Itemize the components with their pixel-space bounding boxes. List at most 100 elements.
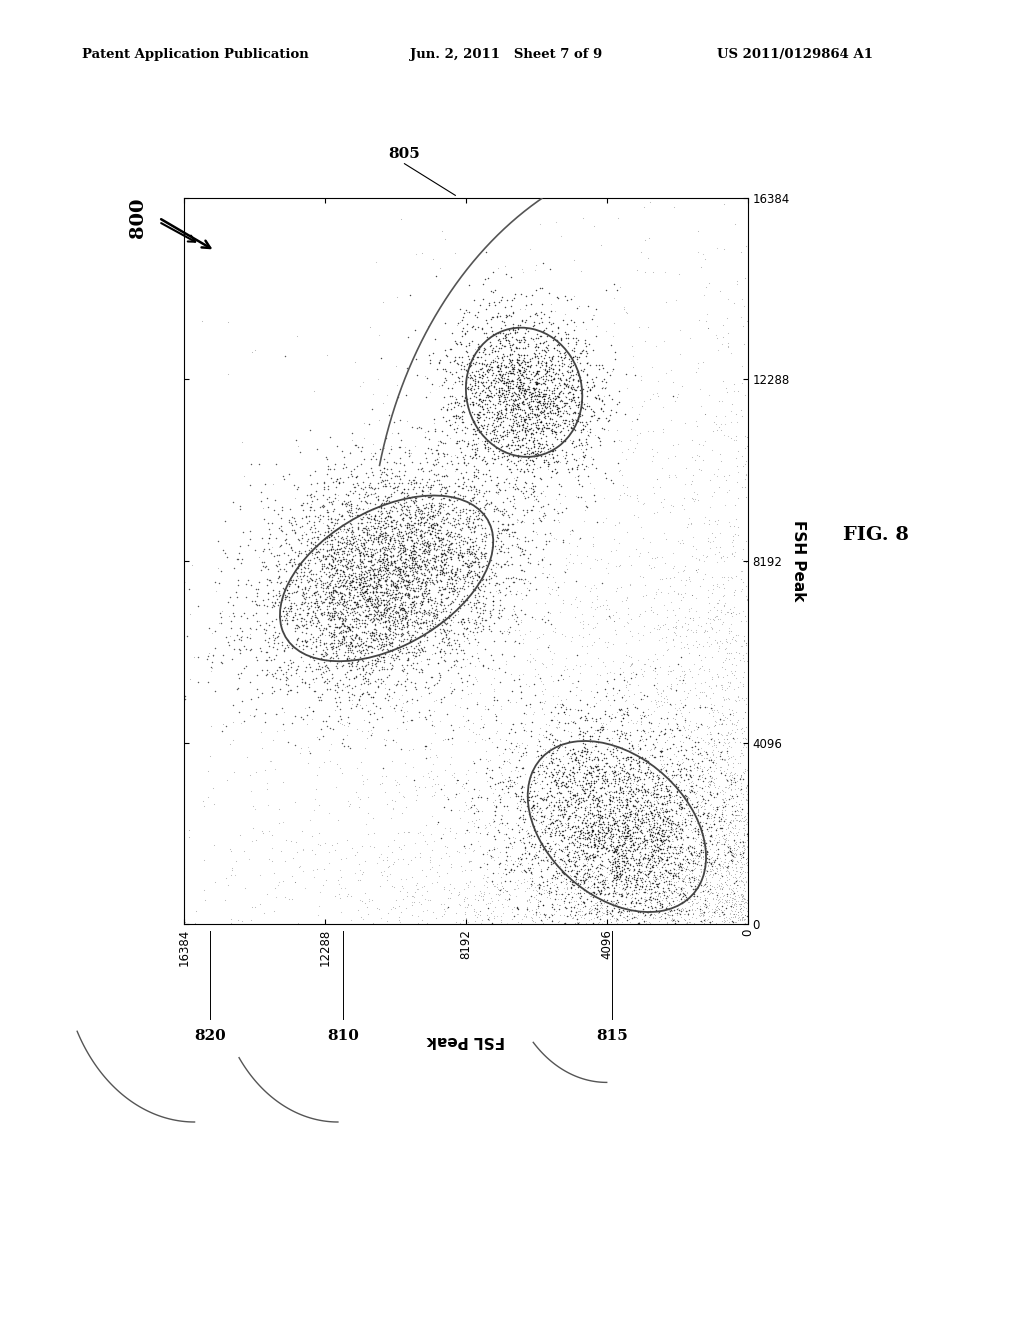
Point xyxy=(586,484,602,506)
Point xyxy=(402,558,419,579)
Point xyxy=(532,756,549,777)
Point xyxy=(655,709,672,730)
Point xyxy=(510,397,526,418)
Point xyxy=(316,528,333,549)
Point xyxy=(728,834,744,855)
Point xyxy=(545,403,561,424)
Point xyxy=(291,543,307,564)
Point xyxy=(373,500,389,521)
Point xyxy=(720,672,736,693)
Point xyxy=(485,810,502,832)
Point xyxy=(563,832,580,853)
Point xyxy=(513,392,529,413)
Point xyxy=(588,756,604,777)
Point xyxy=(550,825,566,846)
Point xyxy=(672,843,688,865)
Point xyxy=(622,801,638,822)
Point xyxy=(336,644,352,665)
Point xyxy=(718,892,734,913)
Point xyxy=(548,461,564,482)
Point xyxy=(242,618,258,639)
Point xyxy=(705,887,721,908)
Point xyxy=(401,445,418,466)
Point xyxy=(469,589,485,610)
Point xyxy=(475,434,492,455)
Point xyxy=(504,429,520,450)
Point xyxy=(564,874,581,895)
Point xyxy=(422,539,438,560)
Point xyxy=(493,378,509,399)
Point xyxy=(379,548,395,569)
Point xyxy=(264,677,281,698)
Point xyxy=(562,899,579,920)
Point xyxy=(694,820,711,841)
Point xyxy=(307,569,324,590)
Point xyxy=(546,752,562,774)
Point xyxy=(338,483,354,504)
Point xyxy=(636,705,652,726)
Point xyxy=(480,327,497,348)
Point xyxy=(327,700,343,721)
Point xyxy=(278,553,294,574)
Point xyxy=(333,709,349,730)
Point xyxy=(478,568,495,589)
Point xyxy=(498,404,514,425)
Point xyxy=(696,879,713,900)
Point xyxy=(515,791,531,812)
Point xyxy=(425,605,441,626)
Point xyxy=(536,879,552,900)
Point xyxy=(353,764,370,785)
Point xyxy=(341,550,357,572)
Point xyxy=(378,626,394,647)
Point xyxy=(306,527,323,548)
Point xyxy=(247,590,263,611)
Point xyxy=(396,628,413,649)
Point xyxy=(698,760,715,781)
Point xyxy=(307,615,324,636)
Point xyxy=(308,589,325,610)
Point xyxy=(735,737,752,758)
Point xyxy=(614,804,631,825)
Point xyxy=(693,847,710,869)
Point xyxy=(176,705,193,726)
Point xyxy=(571,821,588,842)
Point xyxy=(400,442,417,463)
Point xyxy=(729,850,745,871)
Point xyxy=(502,401,518,422)
Point xyxy=(637,747,653,768)
Point xyxy=(414,639,430,660)
Point xyxy=(329,681,345,702)
Point xyxy=(426,626,442,647)
Point xyxy=(713,602,729,623)
Point xyxy=(635,719,651,741)
Point xyxy=(573,812,590,833)
Point xyxy=(614,760,631,781)
Point xyxy=(671,797,687,818)
Point xyxy=(519,785,536,807)
Point xyxy=(600,817,616,838)
Point xyxy=(684,894,700,915)
Point xyxy=(507,498,523,519)
Point xyxy=(740,792,757,813)
Point xyxy=(350,689,367,710)
Point xyxy=(618,906,635,927)
Point xyxy=(535,756,551,777)
Point xyxy=(462,620,478,642)
Point xyxy=(352,573,369,594)
Point xyxy=(627,667,643,688)
Point xyxy=(569,371,586,392)
Point xyxy=(458,372,474,393)
Point xyxy=(501,381,517,403)
Point xyxy=(346,601,362,622)
Point xyxy=(672,785,688,807)
Point xyxy=(561,461,578,482)
Point xyxy=(378,623,394,644)
Point xyxy=(297,553,313,574)
Point xyxy=(663,812,679,833)
Point xyxy=(594,371,610,392)
Point xyxy=(724,663,740,684)
Point xyxy=(519,416,536,437)
Point xyxy=(483,280,500,301)
Point xyxy=(515,378,531,399)
Point xyxy=(697,909,714,931)
